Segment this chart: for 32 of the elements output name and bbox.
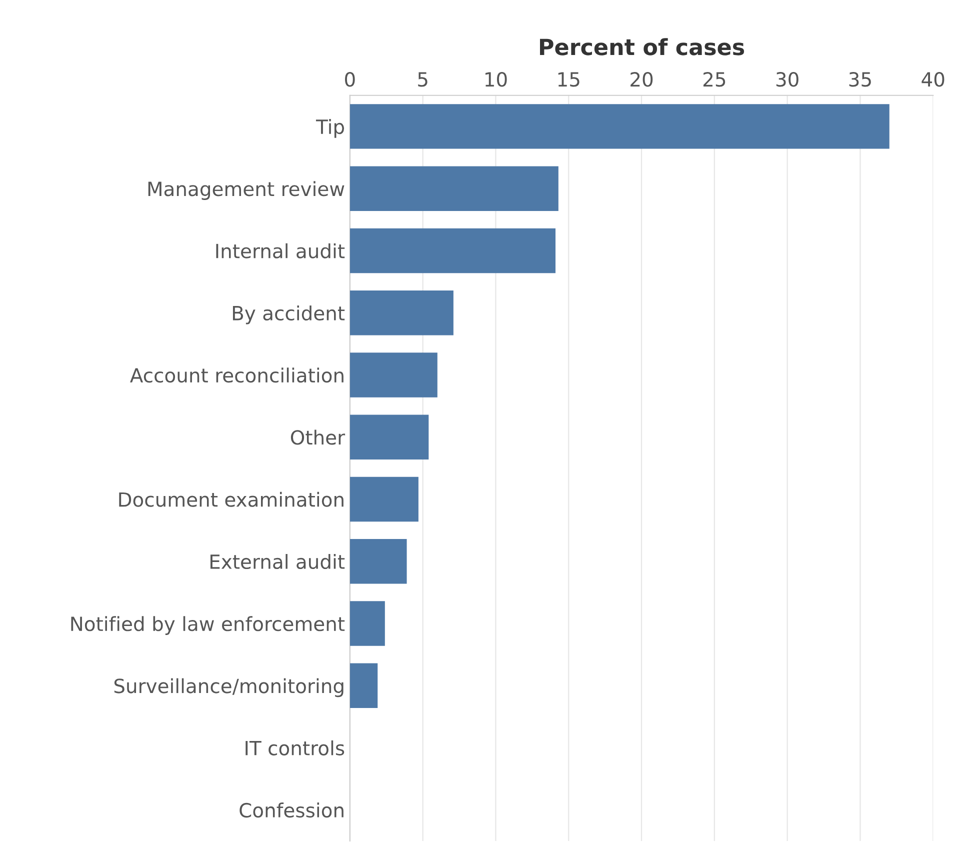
x-tick-label: 25 <box>703 72 726 87</box>
y-tick-label: Account reconciliation <box>130 368 344 383</box>
y-tick-label: Tip <box>316 119 344 138</box>
x-axis-title: Percent of cases <box>540 38 744 56</box>
bar <box>350 352 438 398</box>
x-tick-label: 15 <box>558 72 580 87</box>
bar <box>350 663 378 708</box>
y-tick-label: Confession <box>240 802 344 818</box>
y-tick-label: External audit <box>210 554 345 570</box>
y-tick-label: Internal audit <box>216 243 345 258</box>
y-tick-label: By accident <box>232 305 345 324</box>
bar <box>350 414 429 460</box>
bar <box>350 601 385 646</box>
bar <box>350 290 454 336</box>
bar <box>350 539 407 584</box>
y-tick-label: Document examination <box>119 492 344 507</box>
bar <box>350 228 556 274</box>
x-tick-label: 35 <box>849 72 871 87</box>
x-tick-label: 0 <box>345 72 355 87</box>
y-tick-label: Notified by law enforcement <box>71 616 345 635</box>
y-tick-label: Other <box>290 430 346 445</box>
bar <box>350 476 418 522</box>
x-tick-label: 20 <box>630 72 653 87</box>
y-tick-label: Surveillance/monitoring <box>114 678 344 698</box>
bar <box>350 104 890 149</box>
x-tick-label: 5 <box>418 72 428 87</box>
x-tick-label: 40 <box>922 72 944 87</box>
x-tick-label: 10 <box>485 72 507 87</box>
x-tick-label: 30 <box>776 72 798 87</box>
bar <box>350 166 558 211</box>
y-tick-label: IT controls <box>246 740 344 756</box>
y-tick-label: Management review <box>148 181 344 200</box>
